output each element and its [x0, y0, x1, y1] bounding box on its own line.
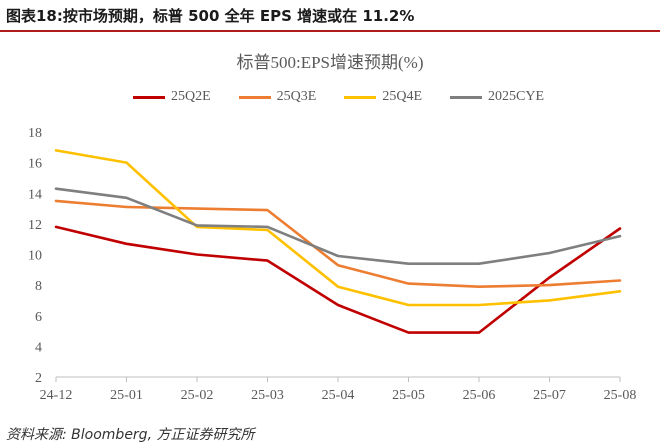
source-note: 资料来源: Bloomberg, 方正证券研究所 — [6, 427, 255, 443]
chart-title: 标普500:EPS增速预期(%) — [236, 53, 424, 72]
legend-swatch-25Q3E — [238, 95, 271, 99]
legend-item-25Q3E: 25Q3E — [238, 89, 317, 105]
figure-header: 图表18:按市场预期，标普 500 全年 EPS 增速或在 11.2% — [0, 0, 660, 30]
chart-legend: 25Q2E 25Q3E 25Q4E 2025CYE — [133, 89, 572, 105]
y-tick-label-2: 2 — [35, 371, 42, 386]
x-tick-label-25-07: 25-07 — [533, 388, 566, 403]
legend-item-25Q2E: 25Q2E — [133, 89, 211, 105]
legend-swatch-2025CYE — [450, 95, 483, 99]
legend-item-2025CYE: 2025CYE — [450, 89, 544, 105]
title-rule — [0, 30, 660, 32]
x-tick-label-25-01: 25-01 — [110, 388, 143, 403]
y-tick-label-4: 4 — [35, 340, 42, 355]
legend-swatch-25Q2E — [133, 95, 165, 99]
y-tick-label-14: 14 — [28, 187, 42, 202]
x-tick-label-25-06: 25-06 — [463, 388, 496, 403]
chart-area: 标普500:EPS增速预期(%) 25Q2E 25Q3E 25Q4E 2025CYE … — [0, 32, 660, 422]
y-tick-label-12: 12 — [28, 218, 42, 233]
y-tick-label-16: 16 — [28, 157, 42, 172]
x-tick-label-25-08: 25-08 — [604, 388, 637, 403]
x-tick-label-25-03: 25-03 — [251, 388, 284, 403]
x-tick-label-25-05: 25-05 — [392, 388, 425, 403]
x-tick-label-24-12: 24-12 — [40, 388, 73, 403]
series-line-25Q4E — [54, 149, 622, 307]
y-tick-label-6: 6 — [35, 310, 42, 325]
x-tick-label-25-02: 25-02 — [181, 388, 214, 403]
y-tick-label-10: 10 — [28, 249, 42, 264]
y-tick-label-18: 18 — [28, 126, 42, 141]
series-line-2025CYE — [54, 187, 622, 265]
legend-label-2025CYE: 2025CYE — [488, 89, 545, 104]
line-chart: 24-12 25-01 25-02 25-03 25-04 25-05 25-06 25-07… — [28, 126, 637, 403]
y-tick-label-8: 8 — [35, 279, 42, 294]
legend-label-25Q4E: 25Q4E — [382, 89, 423, 104]
legend-swatch-25Q4E — [344, 95, 377, 99]
legend-item-25Q4E: 25Q4E — [344, 89, 422, 105]
figure-title: 图表18:按市场预期，标普 500 全年 EPS 增速或在 11.2% — [6, 7, 415, 25]
x-tick-label-25-04: 25-04 — [322, 388, 355, 403]
legend-label-25Q2E: 25Q2E — [171, 89, 211, 104]
legend-label-25Q3E: 25Q3E — [276, 89, 317, 104]
series-line-25Q3E — [54, 199, 622, 288]
series-line-25Q2E — [54, 225, 622, 334]
